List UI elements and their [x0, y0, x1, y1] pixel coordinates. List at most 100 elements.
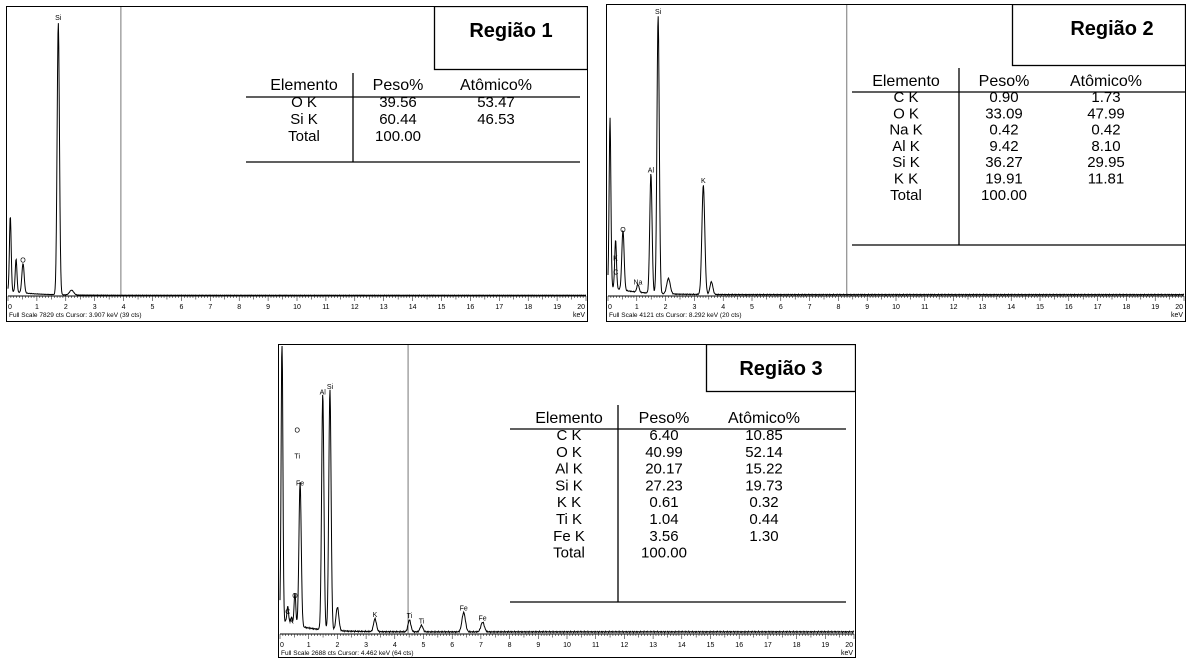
peak-label-2: K	[613, 255, 618, 262]
peak-label-1: C	[613, 269, 618, 276]
x-tick-label: 19	[1151, 304, 1159, 311]
table-cell-r6-c0: Total	[890, 187, 922, 204]
table-cell-r1-c1: 33.09	[985, 105, 1023, 122]
table-cell-r7-c1: 100.00	[641, 545, 687, 562]
x-tick-label: 5	[422, 642, 426, 649]
x-tick-label: 2	[335, 642, 339, 649]
peak-label-6: Si	[655, 9, 662, 16]
x-tick-label: 16	[1065, 304, 1073, 311]
peak-label-extra-1: Ti	[294, 453, 300, 460]
region-title-box	[705, 344, 856, 393]
table-cell-r5-c0: Ti K	[556, 511, 582, 528]
peak-label-6: Si	[327, 384, 334, 391]
table-cell-r2-c2: 0.42	[1091, 122, 1120, 139]
table-header-2: Atômico%	[728, 410, 800, 427]
x-tick-label: 0	[280, 642, 284, 649]
x-tick-label: 8	[836, 304, 840, 311]
x-tick-label: 13	[979, 304, 987, 311]
x-tick-label: 1	[307, 642, 311, 649]
table-cell-r0-c2: 53.47	[477, 94, 515, 111]
x-tick-label: 11	[322, 304, 329, 311]
x-tick-label: 9	[865, 304, 869, 311]
table-cell-r0-c1: 0.90	[989, 89, 1018, 106]
region-title: Região 2	[1070, 18, 1153, 40]
table-cell-r3-c2: 19.73	[745, 477, 783, 494]
table-header-0: Elemento	[535, 410, 603, 427]
peak-label-5: Al	[648, 167, 655, 174]
x-tick-label: 19	[821, 642, 829, 649]
x-tick-label: 12	[621, 642, 629, 649]
spectrum-footer: Full Scale 4121 cts Cursor: 8.292 keV (2…	[609, 312, 742, 319]
x-tick-label: 8	[508, 642, 512, 649]
region-title: Região 1	[469, 20, 552, 42]
table-cell-r4-c1: 36.27	[985, 154, 1023, 171]
x-tick-label: 5	[151, 304, 155, 311]
spectrum-footer: Full Scale 7829 cts Cursor: 3.907 keV (3…	[9, 312, 142, 319]
x-tick-label: 16	[735, 642, 743, 649]
region-title: Região 3	[739, 358, 822, 380]
x-axis-unit: keV	[1171, 312, 1183, 319]
x-tick-label: 2	[64, 304, 68, 311]
x-tick-label: 17	[1094, 304, 1102, 311]
table-cell-r0-c0: O K	[291, 94, 317, 111]
x-tick-label: 18	[1123, 304, 1131, 311]
peak-label-10: Ti	[419, 619, 425, 626]
table-cell-r5-c0: K K	[894, 171, 918, 188]
composition-table: Elemento Peso% Atômico% O K 39.56 53.47 Si K 60…	[246, 73, 580, 163]
table-header-1: Peso%	[639, 410, 690, 427]
x-tick-label: 20	[577, 304, 585, 311]
eds-panel-regiao-3: 0 1 2 3 4 5 6 7 8 9 10 11 12 13 14 15 16 17 18 19 20 keV Full …	[278, 344, 856, 658]
spectrum-footer: Full Scale 2688 cts Cursor: 4.462 keV (6…	[281, 650, 414, 657]
x-tick-label: 3	[364, 642, 368, 649]
table-cell-r1-c2: 46.53	[477, 111, 515, 128]
table-header-1: Peso%	[373, 77, 424, 94]
x-tick-label: 14	[409, 304, 417, 311]
x-tick-label: 7	[479, 642, 483, 649]
table-cell-r2-c2: 15.22	[745, 461, 783, 478]
table-cell-r0-c1: 39.56	[379, 94, 417, 111]
x-tick-label: 14	[678, 642, 686, 649]
x-axis-unit: keV	[841, 650, 853, 657]
table-cell-r1-c1: 60.44	[379, 111, 417, 128]
x-tick-label: 0	[608, 304, 612, 311]
peak-label-8: K	[373, 612, 378, 619]
x-tick-label: 13	[380, 304, 388, 311]
x-tick-label: 9	[266, 304, 270, 311]
table-cell-r0-c2: 10.85	[745, 427, 783, 444]
peak-label-4: Fe	[296, 480, 304, 487]
table-cell-r4-c2: 29.95	[1087, 154, 1125, 171]
x-tick-label: 15	[707, 642, 715, 649]
table-cell-r1-c0: O K	[893, 105, 919, 122]
eds-panel-regiao-1: 0 1 2 3 4 5 6 7 8 9 10 11 12 13 14 15 16 17 18 19 20 keV Full …	[6, 6, 588, 322]
table-cell-r0-c0: C K	[556, 427, 581, 444]
peak-label-4: Na	[633, 279, 642, 286]
table-cell-r3-c1: 9.42	[989, 138, 1018, 155]
peak-label-5: Al	[320, 389, 327, 396]
x-tick-label: 12	[351, 304, 359, 311]
x-tick-label: 17	[495, 304, 503, 311]
x-tick-label: 6	[179, 304, 183, 311]
peak-label-3: O	[292, 593, 298, 600]
peak-label-2: O	[20, 258, 26, 265]
spectrum-line	[279, 345, 855, 634]
region-title-box	[1011, 4, 1186, 67]
table-cell-r0-c1: 6.40	[649, 427, 678, 444]
spectrum-line	[7, 23, 587, 297]
x-tick-label: 13	[649, 642, 657, 649]
table-cell-r1-c1: 40.99	[645, 444, 683, 461]
table-header-1: Peso%	[979, 73, 1030, 90]
table-cell-r5-c1: 1.04	[649, 511, 678, 528]
table-cell-r2-c0: Al K	[555, 461, 583, 478]
x-tick-label: 18	[524, 304, 532, 311]
x-tick-label: 3	[692, 304, 696, 311]
x-tick-label: 20	[1175, 304, 1183, 311]
x-tick-label: 6	[779, 304, 783, 311]
table-cell-r3-c1: 27.23	[645, 477, 683, 494]
x-tick-label: 14	[1007, 304, 1015, 311]
spectrum-line	[607, 16, 1185, 296]
x-tick-label: 15	[1036, 304, 1044, 311]
composition-table: Elemento Peso% Atômico% C K 6.40 10.85 O K 40.9…	[510, 405, 846, 603]
x-tick-label: 1	[35, 304, 39, 311]
table-cell-r6-c0: Fe K	[553, 528, 585, 545]
table-cell-r1-c2: 52.14	[745, 444, 783, 461]
